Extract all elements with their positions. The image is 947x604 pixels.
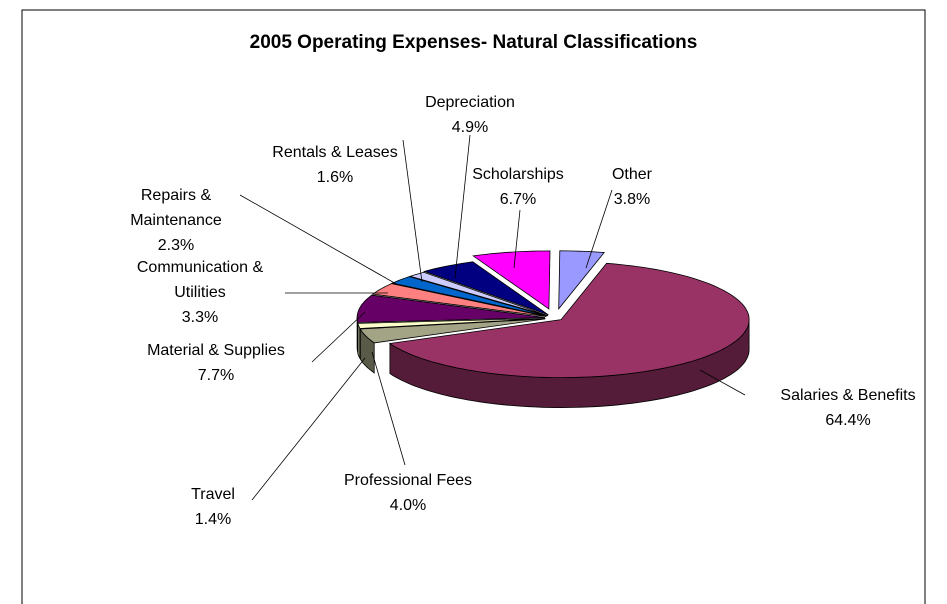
category-label: Material & Supplies (147, 342, 285, 359)
value-label: 1.6% (316, 169, 354, 186)
data-label: Other 3.8% (532, 162, 732, 212)
category-label: Communication & Utilities (136, 259, 264, 301)
value-label: 2.3% (157, 237, 195, 254)
category-label: Travel (191, 486, 235, 503)
leader-line (585, 189, 613, 269)
leader-line (454, 134, 471, 279)
category-label: Salaries & Benefits (780, 387, 916, 404)
data-label: Rentals & Leases 1.6% (235, 140, 435, 190)
value-label: 3.3% (181, 309, 219, 326)
slice (472, 250, 551, 310)
slice (388, 262, 750, 378)
data-label: Communication & Utilities 3.3% (125, 255, 275, 330)
leader-line (513, 209, 521, 269)
slice (558, 250, 605, 310)
data-label: Professional Fees 4.0% (308, 468, 508, 518)
leader-line (699, 369, 746, 396)
value-label: 7.7% (197, 367, 235, 384)
data-label: Repairs & Maintenance 2.3% (121, 183, 231, 258)
category-label: Other (611, 166, 652, 183)
data-label: Material & Supplies 7.7% (116, 338, 316, 388)
slice (408, 271, 549, 317)
value-label: 4.0% (389, 497, 427, 514)
data-label: Scholarships 6.7% (418, 162, 618, 212)
category-label: Rentals & Leases (272, 144, 398, 161)
category-label: Professional Fees (343, 472, 473, 489)
leader-line (371, 351, 406, 466)
category-label: Repairs & Maintenance (130, 187, 222, 229)
leader-line (251, 357, 366, 501)
value-label: 64.4% (825, 412, 871, 429)
chart-title: 2005 Operating Expenses- Natural Classif… (249, 32, 698, 53)
leader-line (239, 194, 399, 286)
data-label: Travel 1.4% (153, 482, 273, 532)
data-label: Depreciation 4.9% (370, 90, 570, 140)
value-label: 6.7% (499, 191, 537, 208)
category-label: Scholarships (472, 166, 564, 183)
leader-line (402, 139, 423, 283)
slice (371, 283, 547, 317)
category-label: Depreciation (425, 94, 515, 111)
value-label: 4.9% (451, 119, 489, 136)
value-label: 3.8% (613, 191, 651, 208)
slice (391, 276, 548, 317)
data-label: Salaries & Benefits 64.4% (773, 383, 923, 433)
slice (359, 318, 546, 344)
leader-line (311, 311, 366, 363)
slice (357, 318, 546, 329)
value-label: 1.4% (194, 511, 232, 528)
